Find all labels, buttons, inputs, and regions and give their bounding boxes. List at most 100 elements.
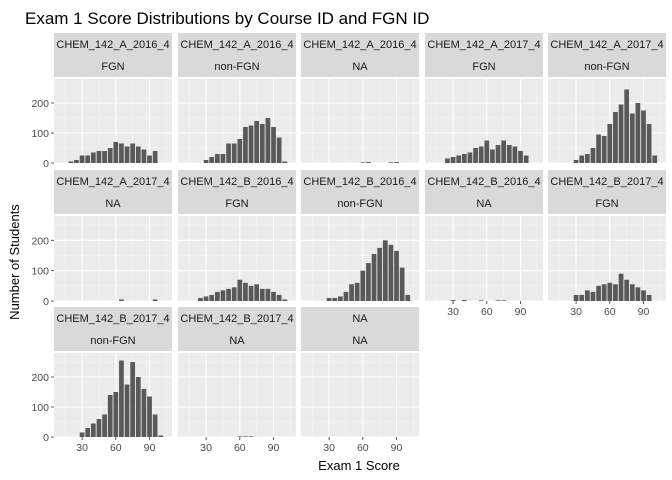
facet-strip-label-course: CHEM_142_A_2017_4: [427, 39, 540, 51]
x-axis-title: Exam 1 Score: [318, 458, 400, 473]
histogram-bar: [584, 154, 590, 163]
histogram-bar: [354, 282, 360, 301]
panel-background: [301, 216, 419, 301]
histogram-bar: [573, 294, 579, 301]
histogram-bar: [96, 419, 102, 437]
histogram-bar: [495, 300, 501, 301]
x-tick-label: 60: [234, 442, 246, 454]
histogram-bar: [399, 267, 405, 301]
panel-background: [178, 353, 296, 437]
facet-panel: CHEM_142_A_2016_4 FGN: [54, 33, 172, 164]
facet-strip-top: [301, 170, 419, 192]
facet-strip-label-course: CHEM_142_B_2016_4: [303, 176, 416, 188]
histogram-bar: [107, 148, 113, 163]
y-axes: 0 100 200 0 100 200 0 100 200: [31, 98, 54, 444]
histogram-bar: [484, 140, 490, 163]
facet-panel: CHEM_142_B_2016_4 NA: [425, 170, 543, 302]
histogram-bar: [613, 112, 618, 163]
histogram-bar: [349, 284, 354, 301]
facet-strip-label-fgn: FGN: [101, 61, 124, 73]
histogram-bar: [203, 160, 209, 163]
x-tick-label: 90: [268, 442, 280, 454]
histogram-bar: [629, 113, 635, 163]
histogram-bar: [473, 148, 478, 163]
facet-strip-bottom: [301, 55, 419, 77]
panel-background: [54, 216, 172, 301]
histogram-bar: [501, 140, 507, 163]
histogram-bar: [332, 297, 338, 301]
y-tick-label: 200: [31, 98, 49, 110]
histogram-bar: [113, 392, 119, 437]
histogram-bar: [590, 291, 596, 301]
x-tick-label: 30: [200, 442, 212, 454]
y-tick-label: 100: [31, 266, 49, 278]
facet-strip-top: [54, 33, 172, 55]
histogram-bar: [119, 299, 124, 301]
histogram-bar: [450, 157, 456, 163]
facet-panel: CHEM_142_A_2017_4 NA: [54, 170, 172, 302]
facet-strip-label-fgn: non-FGN: [584, 61, 629, 73]
histogram-bar: [382, 240, 388, 301]
histogram-bar: [394, 250, 399, 301]
facet-strip-label-course: CHEM_142_A_2016_4: [303, 39, 416, 51]
facet-panel: CHEM_142_B_2016_4 FGN: [178, 170, 296, 302]
facet-strip-label-course: CHEM_142_B_2016_4: [427, 176, 540, 188]
histogram-bar: [130, 143, 136, 163]
histogram-bar: [209, 294, 215, 301]
x-tick-label: 30: [570, 306, 582, 318]
histogram-bar: [119, 143, 124, 163]
histogram-bar: [624, 89, 630, 163]
histogram-bar: [265, 288, 271, 301]
facet-strip-label-fgn: NA: [105, 198, 121, 210]
facet-strip-label-fgn: FGN: [472, 61, 495, 73]
y-tick-label: 0: [43, 432, 49, 444]
histogram-bar: [490, 149, 495, 163]
histogram-bar: [243, 282, 248, 301]
histogram-bar: [79, 432, 85, 437]
histogram-bar: [214, 291, 220, 301]
histogram-bar: [377, 247, 383, 301]
histogram-bar: [601, 136, 607, 163]
facet-strip-label-course: CHEM_142_B_2017_4: [550, 176, 663, 188]
histogram-bar: [90, 152, 96, 163]
histogram-bar: [445, 158, 450, 163]
facet-strip-label-course: CHEM_142_A_2016_4: [180, 39, 293, 51]
facet-strip-top: [178, 170, 296, 192]
facet-strip-bottom: [178, 329, 296, 351]
histogram-bar: [596, 285, 601, 301]
histogram-bar: [629, 284, 635, 301]
histogram-bar: [461, 300, 467, 301]
histogram-bar: [478, 300, 484, 301]
x-tick-label: 30: [447, 306, 459, 318]
facet-strip-label-course: CHEM_142_B_2017_4: [56, 313, 169, 325]
histogram-bar: [259, 288, 265, 301]
histogram-bar: [85, 428, 91, 437]
histogram-bar: [394, 162, 399, 163]
x-tick-label: 90: [144, 442, 156, 454]
facet-strip-top: [301, 33, 419, 55]
histogram-bar: [68, 161, 74, 163]
histogram-bar: [237, 139, 243, 163]
panel-background: [301, 79, 419, 163]
facet-panel: CHEM_142_A_2016_4 NA: [301, 33, 419, 164]
histogram-bar: [388, 244, 394, 301]
histogram-bar: [271, 127, 276, 163]
histogram-bar: [147, 396, 152, 437]
y-tick-label: 100: [31, 402, 49, 414]
x-tick-label: 60: [604, 306, 616, 318]
x-tick-label: 90: [638, 306, 650, 318]
facet-strip-top: [178, 33, 296, 55]
histogram-bar: [248, 285, 254, 301]
histogram-bar: [271, 291, 276, 301]
histogram-bar: [102, 414, 107, 437]
facet-strip-top: [54, 307, 172, 329]
x-tick-label: 90: [391, 442, 403, 454]
histogram-bar: [506, 145, 512, 163]
facet-strip-label-course: CHEM_142_A_2017_4: [56, 176, 169, 188]
histogram-bar: [203, 296, 209, 301]
facet-strip-top: [178, 307, 296, 329]
facet-strip-top: [548, 170, 666, 192]
histogram-bar: [573, 160, 579, 163]
histogram-bar: [85, 155, 91, 163]
histogram-bar: [276, 137, 282, 163]
